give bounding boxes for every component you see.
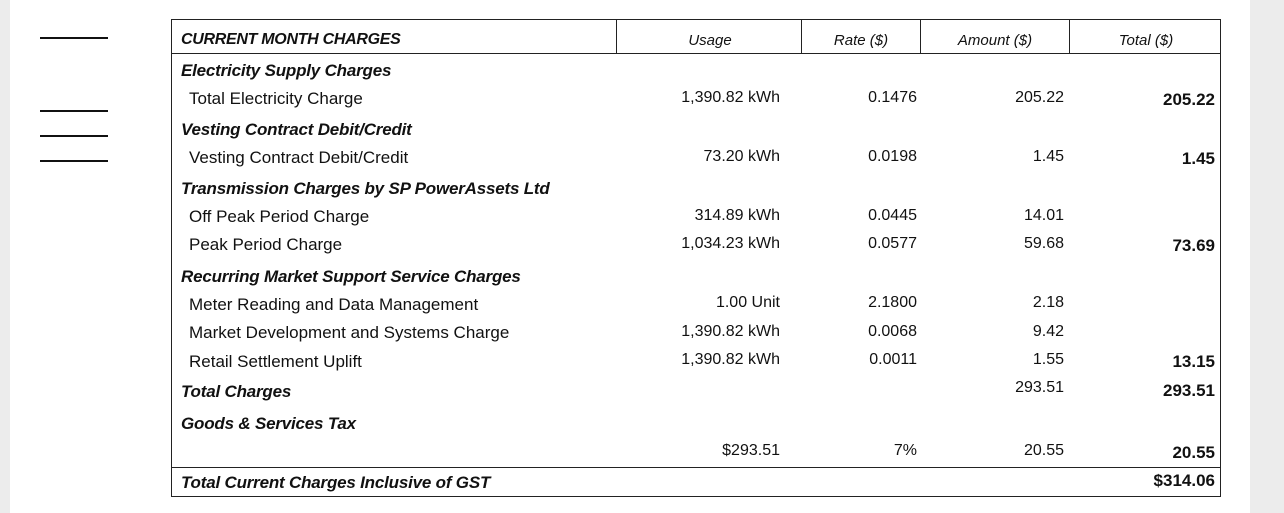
grand-total-value: $314.06 <box>1153 471 1215 490</box>
row-label: Meter Reading and Data Management <box>189 295 479 314</box>
usage-header: Usage <box>688 32 732 49</box>
column-divider <box>616 19 617 54</box>
section-title-vesting: Vesting Contract Debit/Credit <box>181 120 412 139</box>
row-amount: 14.01 <box>1023 207 1064 224</box>
gst-label: Goods & Services Tax <box>181 414 356 433</box>
row-rate: 2.1800 <box>868 294 917 311</box>
row-usage: 1.00 Unit <box>715 294 780 311</box>
row-rate: 0.0011 <box>869 351 917 368</box>
amount-header: Amount ($) <box>957 32 1033 49</box>
row-total: 1.45 <box>1181 149 1215 168</box>
section-title-electricity: Electricity Supply Charges <box>181 61 392 80</box>
gst-usage: $293.51 <box>722 442 780 459</box>
grand-total-label: Total Current Charges Inclusive of GST <box>181 473 491 492</box>
table-border <box>171 19 1221 497</box>
footer-divider <box>171 467 1221 468</box>
gst-rate: 7% <box>893 442 917 459</box>
margin-bar <box>40 37 108 39</box>
row-label: Off Peak Period Charge <box>189 207 370 226</box>
total-charges-label: Total Charges <box>181 382 292 401</box>
row-usage: 1,390.82 kWh <box>681 323 780 340</box>
section-title-transmission: Transmission Charges by SP PowerAssets L… <box>181 179 550 198</box>
gst-total: 20.55 <box>1172 443 1215 462</box>
column-divider <box>1069 19 1070 54</box>
table-title: CURRENT MONTH CHARGES <box>181 31 401 48</box>
row-rate: 0.0445 <box>868 207 917 224</box>
total-charges-amount: 293.51 <box>1015 379 1064 396</box>
row-rate: 0.0198 <box>868 148 917 165</box>
row-usage: 1,034.23 kWh <box>681 235 780 252</box>
row-amount: 2.18 <box>1032 294 1064 311</box>
header-divider <box>171 53 1221 54</box>
bill-page <box>10 0 1250 513</box>
column-divider <box>801 19 802 54</box>
row-label: Vesting Contract Debit/Credit <box>189 148 409 167</box>
row-rate: 0.1476 <box>868 89 917 106</box>
row-label: Market Development and Systems Charge <box>189 323 510 342</box>
row-rate: 0.0068 <box>868 323 917 340</box>
row-usage: 1,390.82 kWh <box>681 89 780 106</box>
row-amount: 1.45 <box>1032 148 1064 165</box>
row-amount: 205.22 <box>1015 89 1064 106</box>
section-title-market: Recurring Market Support Service Charges <box>181 267 521 286</box>
column-divider <box>920 19 921 54</box>
row-label: Total Electricity Charge <box>189 89 363 108</box>
margin-bar <box>40 135 108 137</box>
row-amount: 1.55 <box>1032 351 1064 368</box>
row-total: 205.22 <box>1163 90 1215 109</box>
row-amount: 9.42 <box>1032 323 1064 340</box>
row-label: Peak Period Charge <box>189 235 343 254</box>
row-usage: 1,390.82 kWh <box>681 351 780 368</box>
row-rate: 0.0577 <box>868 235 917 252</box>
rate-header: Rate ($) <box>833 32 889 49</box>
row-label: Retail Settlement Uplift <box>189 352 362 371</box>
margin-bar <box>40 110 108 112</box>
row-total: 73.69 <box>1172 236 1215 255</box>
row-total: 13.15 <box>1172 352 1215 371</box>
margin-bar <box>40 160 108 162</box>
gst-amount: 20.55 <box>1023 442 1064 459</box>
total-charges-total: 293.51 <box>1163 381 1215 400</box>
total-header: Total ($) <box>1118 32 1174 49</box>
row-usage: 73.20 kWh <box>703 148 780 165</box>
row-amount: 59.68 <box>1023 235 1064 252</box>
row-usage: 314.89 kWh <box>694 207 780 224</box>
